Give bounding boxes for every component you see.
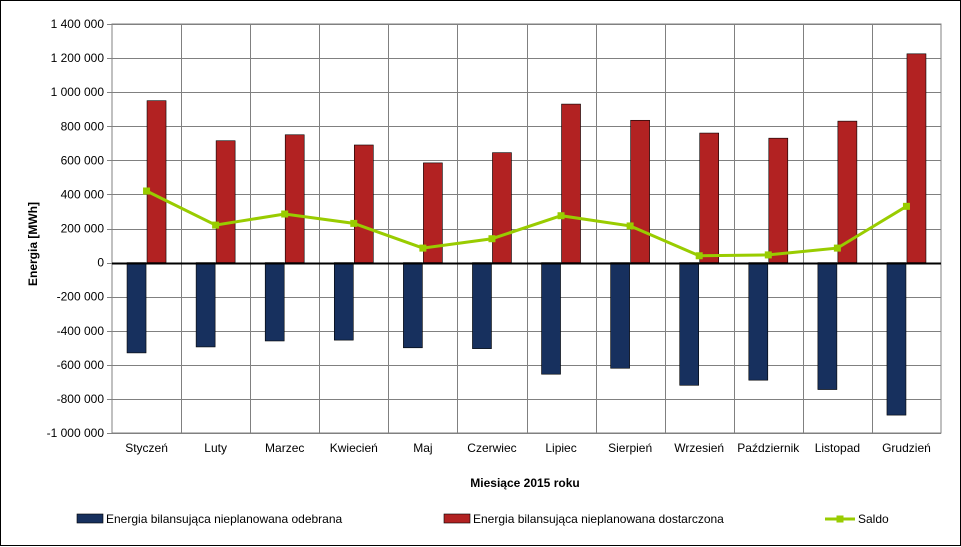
y-axis-title: Energia [MWh] — [26, 202, 40, 286]
x-tick-label: Maj — [413, 441, 432, 455]
x-tick-labels: Styczeń Luty Marzec Kwiecień Maj Czerwiec Lipi… — [125, 441, 931, 455]
legend-item-saldo: Saldo — [825, 512, 889, 526]
grid — [107, 23, 942, 434]
bar-dostarczona — [146, 100, 167, 263]
saldo-point — [557, 212, 565, 220]
saldo-point — [488, 235, 496, 243]
legend-label-dostarczona: Energia bilansująca nieplanowana dostarc… — [473, 512, 724, 526]
bar-odebrana — [264, 262, 285, 342]
saldo-line-group — [143, 187, 910, 260]
legend-swatch-saldo-marker — [836, 515, 844, 523]
bar-dostarczona — [630, 119, 650, 263]
legend-label-saldo: Saldo — [858, 512, 889, 526]
x-tick-label: Wrzesień — [674, 441, 724, 455]
bar-odebrana — [817, 262, 838, 390]
bar-dostarczona — [284, 134, 305, 263]
legend-label-odebrana: Energia bilansująca nieplanowana odebran… — [106, 512, 343, 526]
bar-dostarczona — [768, 137, 789, 263]
bar-odebrana — [403, 262, 423, 349]
y-tick-label: 600 000 — [61, 153, 105, 167]
y-tick-label: 1 400 000 — [51, 17, 105, 31]
x-tick-label: Listopad — [815, 441, 860, 455]
y-tick-label: 0 — [97, 256, 104, 270]
saldo-point — [143, 187, 151, 195]
bar-odebrana — [610, 262, 630, 369]
y-tick-labels: 1 400 000 1 200 000 1 000 000 800 000 600 00… — [47, 17, 105, 440]
legend-item-odebrana: Energia bilansująca nieplanowana odebran… — [76, 512, 343, 526]
saldo-point — [281, 210, 289, 218]
bar-dostarczona — [561, 103, 581, 263]
bar-dostarczona — [699, 132, 720, 263]
x-tick-label: Styczeń — [125, 441, 168, 455]
y-tick-label: -600 000 — [57, 358, 105, 372]
y-tick-label: 200 000 — [61, 222, 105, 236]
bar-odebrana — [748, 262, 769, 381]
x-tick-label: Sierpień — [608, 441, 652, 455]
saldo-point — [212, 221, 220, 229]
saldo-point — [833, 244, 841, 252]
saldo-point — [764, 251, 772, 259]
bar-odebrana — [679, 262, 700, 386]
x-tick-label: Grudzień — [882, 441, 931, 455]
y-tick-label: 1 200 000 — [51, 51, 105, 65]
y-tick-label: 1 000 000 — [51, 85, 105, 99]
x-axis-title: Miesiące 2015 roku — [470, 476, 579, 490]
x-tick-label: Kwiecień — [330, 441, 378, 455]
y-tick-label: -800 000 — [57, 392, 105, 406]
legend-item-dostarczona: Energia bilansująca nieplanowana dostarc… — [443, 512, 724, 526]
saldo-point — [902, 202, 910, 210]
x-tick-label: Październik — [737, 441, 800, 455]
bar-odebrana — [333, 262, 354, 341]
x-tick-label: Luty — [204, 441, 227, 455]
bar-dostarczona — [353, 144, 374, 263]
saldo-point — [350, 219, 358, 227]
x-tick-label: Lipiec — [545, 441, 576, 455]
legend-swatch-odebrana — [76, 513, 104, 524]
x-tick-label: Marzec — [265, 441, 304, 455]
y-tick-label: 400 000 — [61, 187, 105, 201]
bar-odebrana — [472, 262, 492, 349]
bar-dostarczona — [492, 152, 512, 263]
saldo-point — [626, 222, 634, 230]
bar-odebrana — [126, 262, 147, 354]
y-tick-label: 800 000 — [61, 119, 105, 133]
saldo-point — [695, 252, 703, 260]
saldo-point — [419, 244, 427, 252]
y-tick-label: -400 000 — [57, 324, 105, 338]
bar-dostarczona — [215, 140, 236, 263]
bar-odebrana — [886, 262, 907, 416]
y-tick-label: -200 000 — [57, 290, 105, 304]
bar-odebrana — [541, 262, 561, 375]
bar-odebrana — [195, 262, 216, 348]
y-tick-label: -1 000 000 — [47, 426, 105, 440]
x-tick-label: Czerwiec — [467, 441, 516, 455]
bar-dostarczona — [906, 53, 927, 263]
legend: Energia bilansująca nieplanowana odebran… — [76, 512, 889, 526]
saldo-line — [145, 189, 908, 258]
legend-swatch-dostarczona — [443, 513, 471, 524]
